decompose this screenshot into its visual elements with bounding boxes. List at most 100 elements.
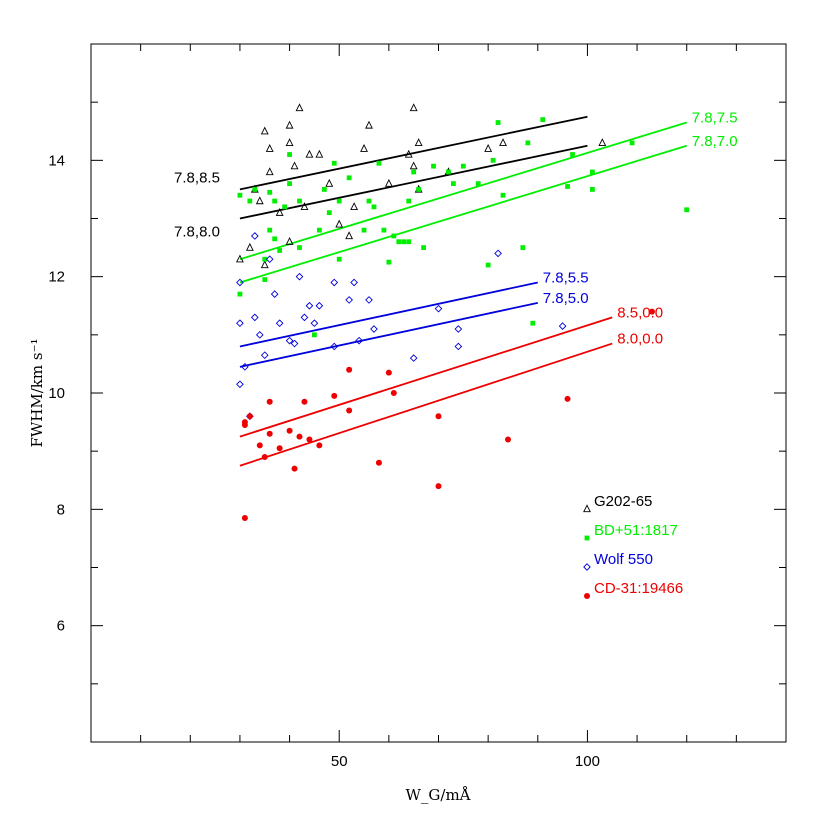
data-point — [409, 354, 418, 362]
data-point — [435, 483, 442, 490]
data-point — [241, 362, 249, 371]
fit-line — [239, 144, 588, 220]
data-point — [315, 149, 324, 158]
data-point — [345, 231, 354, 240]
data-point — [375, 459, 382, 466]
data-point — [266, 398, 273, 405]
data-point — [275, 207, 284, 216]
data-point — [306, 436, 313, 443]
data-point — [275, 319, 284, 328]
data-point — [589, 169, 595, 175]
data-point — [336, 198, 342, 204]
data-point — [520, 245, 526, 250]
data-point — [305, 149, 314, 158]
data-point — [500, 192, 506, 198]
data-point — [296, 433, 303, 440]
data-point — [598, 138, 607, 147]
fit-line — [239, 121, 687, 261]
data-point — [262, 256, 268, 262]
data-point — [300, 202, 309, 211]
data-point — [287, 181, 292, 186]
data-point — [236, 254, 244, 263]
data-point — [421, 245, 427, 250]
data-point — [326, 210, 332, 216]
data-point — [446, 169, 451, 175]
data-point — [485, 262, 491, 268]
data-point — [381, 227, 387, 233]
legend: G202-65 BD+51:1817 Wolf 550 CD-31:19466 — [583, 493, 683, 599]
data-point — [285, 138, 294, 147]
x-tick-label: 100 — [575, 753, 600, 770]
data-point — [287, 152, 292, 157]
y-tick-label: 10 — [48, 385, 65, 402]
legend-marker — [583, 563, 591, 571]
data-point — [246, 413, 253, 420]
legend-label: BD+51:1817 — [594, 522, 678, 539]
data-point — [260, 126, 269, 135]
data-point — [570, 152, 575, 157]
data-point — [266, 430, 273, 437]
data-point — [505, 436, 511, 443]
y-tick-label: 6 — [57, 618, 65, 635]
data-point — [530, 320, 536, 326]
x-tick-label: 50 — [331, 753, 348, 770]
data-point — [350, 202, 359, 211]
fit-line — [239, 301, 538, 368]
data-point — [285, 336, 294, 345]
data-point — [290, 339, 299, 348]
data-point — [286, 427, 293, 434]
data-point — [261, 453, 268, 460]
legend-label: CD-31:19466 — [594, 580, 683, 597]
data-point — [301, 398, 308, 405]
y-tick-label: 12 — [48, 269, 65, 286]
data-point — [460, 163, 466, 169]
y-tick-label: 14 — [48, 152, 65, 169]
x-axis-title: W_G/mÅ — [405, 786, 470, 804]
data-point — [366, 198, 372, 204]
data-point — [265, 255, 274, 264]
fit-line-label: 7.8,8.0 — [174, 224, 220, 241]
data-point — [260, 351, 269, 360]
data-point — [435, 413, 442, 420]
data-point — [416, 187, 422, 192]
data-point — [247, 198, 253, 204]
data-point — [316, 227, 322, 233]
data-point — [330, 278, 339, 287]
data-point — [265, 167, 274, 176]
data-point — [499, 138, 507, 147]
data-point — [490, 157, 496, 163]
fit-line-label: 7.8,7.0 — [692, 133, 738, 150]
legend-label: Wolf 550 — [594, 551, 653, 568]
data-point — [267, 189, 273, 195]
data-point — [495, 120, 501, 125]
data-point — [295, 103, 304, 112]
data-point — [267, 227, 273, 233]
data-point — [406, 198, 412, 204]
data-point — [355, 336, 363, 345]
data-point — [241, 421, 248, 428]
fit-line-label: 7.8,5.0 — [543, 290, 589, 307]
data-point — [321, 187, 327, 192]
data-point — [336, 256, 342, 262]
data-point — [414, 138, 423, 147]
tick-labels: 50 100 6 8 10 12 14 — [48, 152, 600, 770]
data-point — [295, 272, 304, 281]
data-point — [376, 160, 382, 166]
data-point — [315, 301, 324, 310]
data-point — [331, 160, 337, 166]
data-point — [252, 187, 258, 192]
data-point — [370, 325, 378, 333]
y-tick-label: 8 — [57, 501, 65, 518]
data-point — [391, 233, 397, 239]
data-point — [540, 117, 546, 123]
data-point — [384, 178, 393, 187]
data-point — [346, 407, 353, 414]
data-point — [454, 342, 463, 351]
data-point — [431, 163, 436, 169]
data-point — [297, 198, 302, 204]
data-point — [589, 187, 595, 192]
data-points — [236, 103, 690, 522]
data-point — [291, 465, 298, 472]
data-point — [365, 296, 373, 304]
